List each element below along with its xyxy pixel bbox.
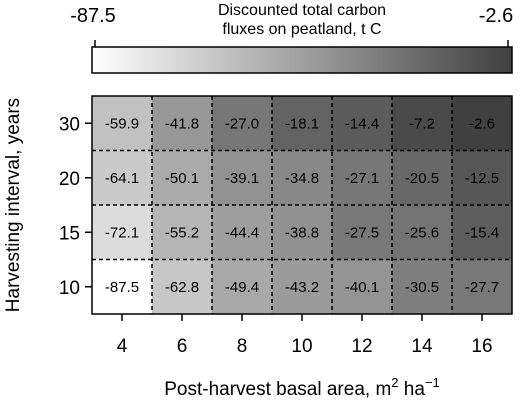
cell-value-label: -49.4	[225, 279, 259, 296]
heatmap-cell	[452, 96, 513, 151]
colorbar-title-line-2: fluxes on peatland, t C	[222, 21, 381, 38]
heatmap-cell	[152, 259, 213, 315]
colorbar-title-line-1: Discounted total carbon	[218, 2, 386, 19]
heatmap-cell	[212, 259, 273, 315]
cell-value-label: -72.1	[105, 224, 139, 241]
heatmap-cell	[152, 96, 213, 151]
x-axis-title-sup1: 2	[391, 375, 398, 390]
cell-value-label: -41.8	[165, 115, 199, 132]
cell-value-label: -7.2	[409, 115, 435, 132]
cell-value-label: -20.5	[405, 170, 439, 187]
heatmap-cell	[152, 205, 213, 260]
x-axis: 4 6 8 10 12 14 16	[117, 314, 493, 357]
x-tick-label: 16	[471, 336, 492, 357]
heatmap-cell	[332, 96, 393, 151]
heatmap-cell	[152, 150, 213, 206]
x-axis-title-main: Post-harvest basal area, m	[164, 379, 391, 400]
cell-value-label: -18.1	[285, 115, 319, 132]
heatmap-cell	[212, 205, 273, 260]
heatmap-cell	[272, 96, 333, 151]
y-tick-label: 15	[59, 223, 80, 244]
cell-value-label: -50.1	[165, 170, 199, 187]
heatmap-cells	[92, 96, 513, 315]
cell-value-label: -27.0	[225, 115, 259, 132]
heatmap-cell	[212, 150, 273, 206]
x-axis-title-sup2: −1	[425, 375, 440, 390]
heatmap-cell	[92, 259, 153, 315]
heatmap-cell	[392, 259, 453, 315]
cell-value-label: -25.6	[405, 224, 439, 241]
cell-value-label: -64.1	[105, 170, 139, 187]
x-tick-label: 14	[411, 336, 433, 357]
heatmap-cell	[272, 259, 333, 315]
cell-value-label: -43.2	[285, 279, 319, 296]
heatmap-cell	[332, 205, 393, 260]
heatmap-cell	[392, 205, 453, 260]
heatmap-cell	[392, 150, 453, 206]
y-tick-label: 10	[59, 278, 80, 299]
heatmap-cell	[452, 259, 513, 315]
x-tick-label: 4	[117, 336, 128, 357]
x-tick-label: 12	[351, 336, 372, 357]
cell-value-label: -15.4	[465, 224, 499, 241]
heatmap-cell	[92, 205, 153, 260]
x-tick-label: 8	[237, 336, 248, 357]
cell-value-label: -62.8	[165, 279, 199, 296]
cell-value-label: -44.4	[225, 224, 259, 241]
heatmap-cell	[452, 150, 513, 206]
cell-value-label: -87.5	[105, 279, 139, 296]
cell-value-label: -12.5	[465, 170, 499, 187]
colorbar: Discounted total carbon fluxes on peatla…	[70, 2, 513, 74]
y-tick-label: 20	[59, 169, 80, 190]
heatmap-cell	[92, 150, 153, 206]
cell-value-label: -55.2	[165, 224, 199, 241]
colorbar-min-label: -87.5	[70, 5, 116, 27]
y-axis-title: Harvesting interval, years	[3, 98, 24, 312]
heatmap-cell	[332, 150, 393, 206]
cell-value-label: -39.1	[225, 170, 259, 187]
heatmap-cell	[272, 150, 333, 206]
colorbar-max-label: -2.6	[479, 5, 513, 27]
cell-value-label: -40.1	[345, 279, 379, 296]
cell-value-label: -34.8	[285, 170, 319, 187]
y-tick-label: 30	[59, 114, 80, 135]
cell-value-label: -14.4	[345, 115, 379, 132]
heatmap-cell	[332, 259, 393, 315]
heatmap-cell	[452, 205, 513, 260]
x-axis-title-mid: ha	[399, 379, 426, 400]
cell-value-label: -2.6	[469, 115, 495, 132]
cell-value-label: -27.5	[345, 224, 379, 241]
heatmap-cell	[272, 205, 333, 260]
x-tick-label: 10	[291, 336, 312, 357]
heatmap-cell	[392, 96, 453, 151]
cell-value-label: -27.7	[465, 279, 499, 296]
x-tick-label: 6	[177, 336, 188, 357]
cell-value-label: -27.1	[345, 170, 379, 187]
colorbar-gradient	[91, 46, 513, 74]
x-axis-title: Post-harvest basal area, m2 ha−1	[164, 375, 440, 400]
cell-value-label: -30.5	[405, 279, 439, 296]
cell-value-label: -59.9	[105, 115, 139, 132]
cell-value-label: -38.8	[285, 224, 319, 241]
cell-value-labels: -59.9 -41.8 -27.0 -18.1 -14.4 -7.2 -2.6 -64.1 -5…	[105, 115, 499, 296]
y-axis: 30 20 15 10	[59, 114, 92, 299]
heatmap-cell	[212, 96, 273, 151]
heatmap-cell	[92, 96, 153, 151]
heatmap-grid	[92, 96, 512, 314]
